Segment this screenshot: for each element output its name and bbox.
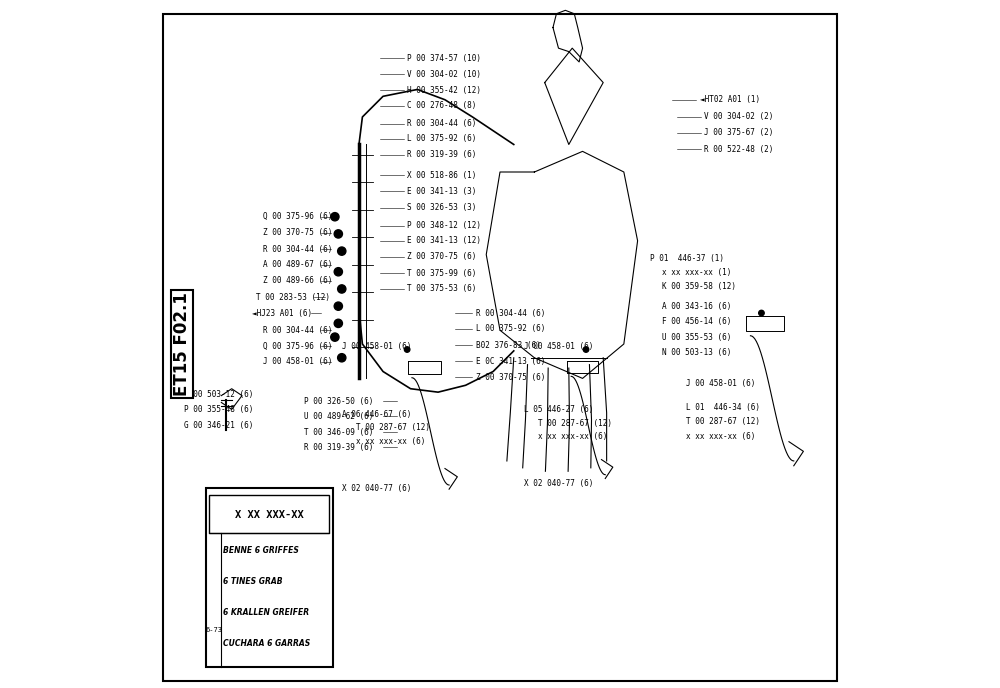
Text: K 00 359-58 (12): K 00 359-58 (12) — [662, 281, 736, 291]
Text: P 00 326-50 (6): P 00 326-50 (6) — [304, 396, 373, 406]
Circle shape — [404, 347, 410, 352]
Text: 6 KRALLEN GREIFER: 6 KRALLEN GREIFER — [223, 608, 309, 617]
Text: Z 00 489-66 (6): Z 00 489-66 (6) — [263, 276, 332, 286]
Circle shape — [334, 319, 342, 327]
Text: T 00 287-67 (12): T 00 287-67 (12) — [538, 418, 612, 428]
Text: P 00 348-12 (12): P 00 348-12 (12) — [407, 221, 481, 230]
Text: A 06 446-67 (6): A 06 446-67 (6) — [342, 409, 411, 419]
Text: H 00 355-42 (12): H 00 355-42 (12) — [407, 85, 481, 95]
Text: R 00 304-44 (6): R 00 304-44 (6) — [263, 244, 332, 254]
Text: x xx xxx-xx (6): x xx xxx-xx (6) — [356, 437, 425, 447]
Text: X XX XXX-XX: X XX XXX-XX — [235, 510, 304, 519]
Text: Z 00 370-75 (6): Z 00 370-75 (6) — [263, 228, 332, 237]
Text: X 02 040-77 (6): X 02 040-77 (6) — [524, 479, 593, 488]
Text: R 00 304-44 (6): R 00 304-44 (6) — [263, 325, 332, 335]
Circle shape — [331, 333, 339, 341]
Text: V 00 304-02 (2): V 00 304-02 (2) — [704, 112, 774, 122]
Text: P 01  446-37 (1): P 01 446-37 (1) — [650, 253, 724, 263]
Text: R 00 319-39 (6): R 00 319-39 (6) — [407, 150, 476, 160]
Text: C 00 276-48 (8): C 00 276-48 (8) — [407, 101, 476, 111]
Text: L 01  446-34 (6): L 01 446-34 (6) — [686, 402, 760, 412]
Text: T 00 283-53 (12): T 00 283-53 (12) — [256, 292, 330, 302]
Text: x xx xxx-xx (6): x xx xxx-xx (6) — [538, 432, 607, 442]
Text: J 00 375-67 (2): J 00 375-67 (2) — [704, 128, 774, 138]
Text: 6-73: 6-73 — [206, 627, 223, 632]
Text: T 00 346-09 (6): T 00 346-09 (6) — [304, 427, 373, 437]
Text: ◄HJ23 A01 (6): ◄HJ23 A01 (6) — [252, 308, 312, 318]
Circle shape — [338, 354, 346, 362]
Text: E 0C 341-13 (6): E 0C 341-13 (6) — [476, 356, 545, 366]
Text: S 00 326-53 (3): S 00 326-53 (3) — [407, 203, 476, 213]
Text: T 00 375-99 (6): T 00 375-99 (6) — [407, 268, 476, 278]
Text: R 00 304-44 (6): R 00 304-44 (6) — [476, 308, 545, 318]
Text: X 02 040-77 (6): X 02 040-77 (6) — [342, 484, 411, 493]
Text: E 00 341-13 (12): E 00 341-13 (12) — [407, 236, 481, 246]
Circle shape — [338, 285, 346, 293]
Circle shape — [334, 268, 342, 276]
Text: Z 00 370-75 (6): Z 00 370-75 (6) — [476, 372, 545, 382]
Text: V 00 304-02 (10): V 00 304-02 (10) — [407, 69, 481, 79]
Text: J 00 458-01 (6): J 00 458-01 (6) — [686, 379, 755, 389]
Text: U 00 355-53 (6): U 00 355-53 (6) — [662, 332, 731, 342]
Text: T 00 375-53 (6): T 00 375-53 (6) — [407, 284, 476, 294]
Text: L 05 446-27 (6): L 05 446-27 (6) — [524, 405, 593, 414]
Text: Q 00 375-96 (6): Q 00 375-96 (6) — [263, 341, 332, 351]
Text: N 00 503-13 (6): N 00 503-13 (6) — [662, 348, 731, 358]
Circle shape — [759, 310, 764, 316]
Text: R 00 319-39 (6): R 00 319-39 (6) — [304, 442, 373, 452]
Text: Q 00 375-96 (6): Q 00 375-96 (6) — [263, 212, 332, 222]
Text: B02 376-83 (6): B02 376-83 (6) — [476, 341, 541, 350]
Text: E 00 341-13 (3): E 00 341-13 (3) — [407, 186, 476, 196]
Text: L 00 375-92 (6): L 00 375-92 (6) — [476, 324, 545, 334]
Circle shape — [583, 347, 589, 352]
Text: X 00 518-86 (1): X 00 518-86 (1) — [407, 171, 476, 180]
Text: Z 00 370-75 (6): Z 00 370-75 (6) — [407, 252, 476, 261]
Text: P 00 374-57 (10): P 00 374-57 (10) — [407, 54, 481, 63]
Text: 6 TINES GRAB: 6 TINES GRAB — [223, 577, 282, 586]
Text: J 00 458-01 (6): J 00 458-01 (6) — [263, 357, 332, 367]
Bar — [206, 488, 333, 667]
Text: T 00 287-67 (12): T 00 287-67 (12) — [686, 416, 760, 426]
Text: x xx xxx-xx (6): x xx xxx-xx (6) — [686, 432, 755, 442]
Text: M 00 503-12 (6): M 00 503-12 (6) — [184, 389, 253, 399]
Text: A 00 489-67 (6): A 00 489-67 (6) — [263, 260, 332, 270]
Text: ◄HT02 A01 (1): ◄HT02 A01 (1) — [700, 95, 760, 105]
Text: x xx xxx-xx (1): x xx xxx-xx (1) — [662, 268, 731, 277]
Text: R 00 304-44 (6): R 00 304-44 (6) — [407, 119, 476, 129]
Text: T 00 287-67 (12): T 00 287-67 (12) — [356, 423, 430, 433]
Text: P 00 355-48 (6): P 00 355-48 (6) — [184, 405, 253, 414]
Text: U 00 489-62 (6): U 00 489-62 (6) — [304, 411, 373, 421]
Text: J 00 458-01 (6): J 00 458-01 (6) — [342, 341, 411, 351]
Text: R 00 522-48 (2): R 00 522-48 (2) — [704, 144, 774, 154]
Text: A 00 343-16 (6): A 00 343-16 (6) — [662, 301, 731, 311]
Circle shape — [334, 302, 342, 310]
Text: G 00 346-21 (6): G 00 346-21 (6) — [184, 420, 253, 430]
Circle shape — [331, 213, 339, 221]
Text: J 00 458-01 (6): J 00 458-01 (6) — [524, 341, 593, 351]
Circle shape — [334, 230, 342, 238]
Bar — [209, 495, 329, 533]
Text: CUCHARA 6 GARRAS: CUCHARA 6 GARRAS — [223, 638, 310, 648]
Text: L 00 375-92 (6): L 00 375-92 (6) — [407, 134, 476, 144]
Text: ET15 F02.1: ET15 F02.1 — [173, 292, 191, 396]
Text: F 00 456-14 (6): F 00 456-14 (6) — [662, 317, 731, 327]
Text: BENNE 6 GRIFFES: BENNE 6 GRIFFES — [223, 546, 299, 555]
Circle shape — [338, 247, 346, 255]
